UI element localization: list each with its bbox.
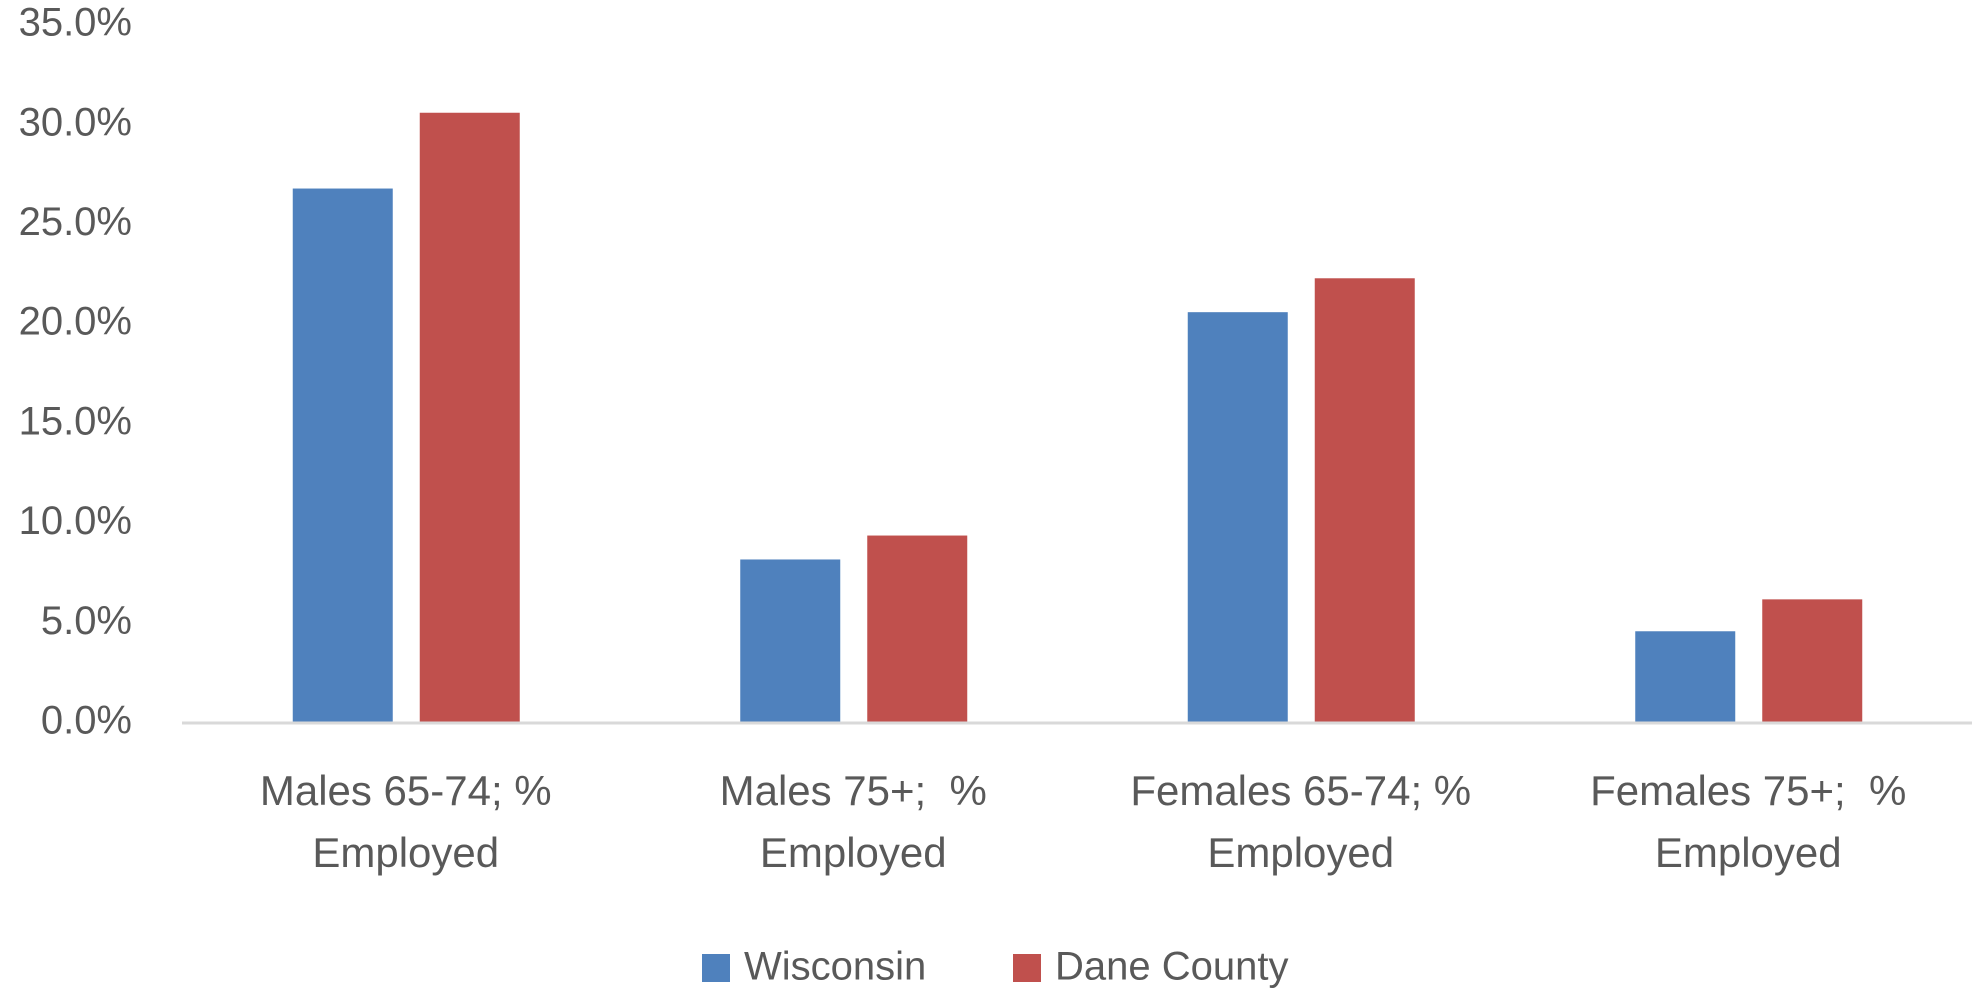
bar [1187,312,1288,723]
bar [740,559,841,723]
legend-label: Dane County [1055,945,1288,989]
bar [292,188,393,723]
y-tick-label: 20.0% [19,300,132,344]
x-tick-label: Males 65-74; % Employed [259,767,564,876]
legend-swatch [1013,954,1041,982]
legend-swatch [702,954,730,982]
x-tick-label: Females 75+; % Employed [1590,767,1919,876]
legend-label: Wisconsin [744,945,926,989]
y-tick-label: 35.0% [19,1,132,45]
bar [867,535,968,723]
y-tick-label: 10.0% [19,499,132,543]
y-tick-label: 5.0% [41,599,132,643]
bar [1762,599,1863,723]
y-tick-label: 30.0% [19,100,132,144]
bar [419,112,520,723]
x-tick-label: Females 65-74; % Employed [1130,767,1483,876]
bar [1314,278,1415,723]
bar [1635,631,1736,723]
x-tick-label: Males 75+; % Employed [719,767,999,876]
y-tick-label: 25.0% [19,200,132,244]
y-tick-label: 0.0% [41,699,132,743]
y-tick-label: 15.0% [19,399,132,443]
